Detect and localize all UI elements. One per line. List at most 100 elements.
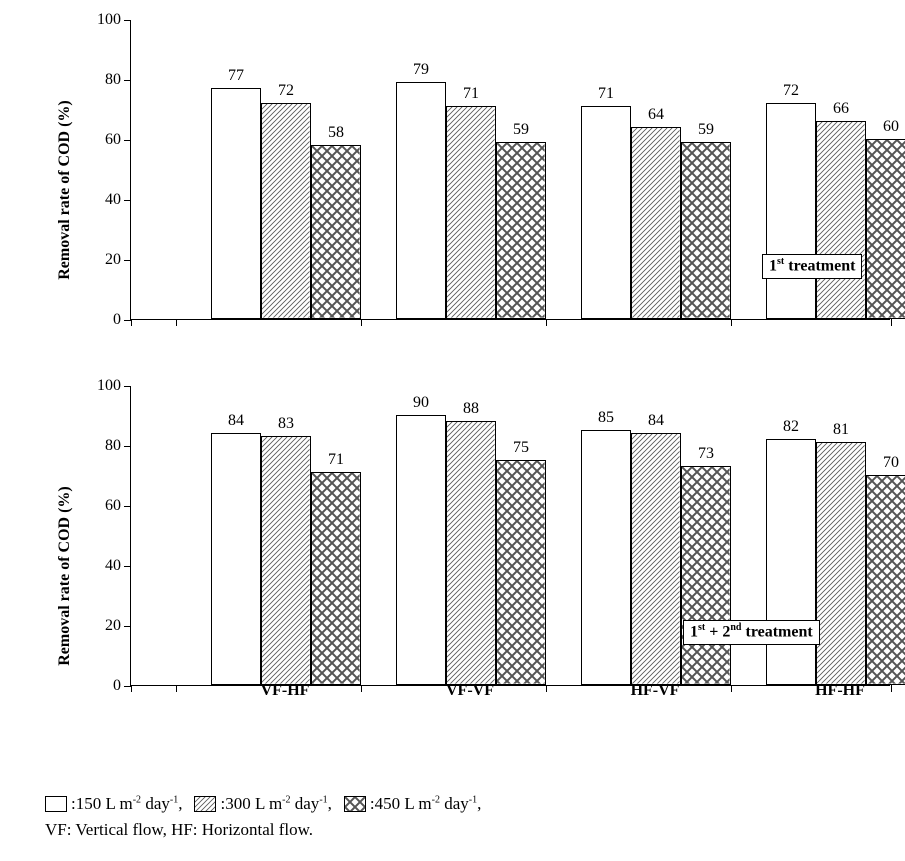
legend-label: 300 L m-2 day-1, [225, 794, 332, 814]
x-category-label: VF-HF [210, 682, 360, 700]
x-tick [131, 685, 132, 692]
y-tick [124, 80, 131, 81]
bar-value-label: 71 [311, 451, 361, 469]
bar-value-label: 71 [446, 85, 496, 103]
panels-container: Removal rate of COD (%)02040608010077725… [25, 10, 880, 776]
bar-value-label: 59 [496, 121, 546, 139]
bar-value-label: 71 [581, 85, 631, 103]
x-tick [176, 685, 177, 692]
bar-value-label: 75 [496, 439, 546, 457]
y-tick [124, 566, 131, 567]
bar [211, 433, 261, 685]
bar-value-label: 84 [631, 412, 681, 430]
treatment-annotation: 1st treatment [762, 254, 862, 279]
bar [396, 82, 446, 319]
bar [681, 466, 731, 685]
legend: : 150 L m-2 day-1, : 300 L m-2 day-1, : 45… [45, 794, 880, 840]
bar [261, 103, 311, 319]
bar-value-label: 79 [396, 61, 446, 79]
chart-panel: Removal rate of COD (%)02040608010084837… [65, 376, 905, 776]
x-tick [131, 319, 132, 326]
y-tick [124, 200, 131, 201]
bar [446, 421, 496, 685]
legend-swatch [45, 796, 67, 812]
bar [581, 106, 631, 319]
bar-value-label: 66 [816, 100, 866, 118]
figure-wrapper: Removal rate of COD (%)02040608010077725… [0, 0, 905, 856]
legend-footnote: VF: Vertical flow, HF: Horizontal flow. [45, 820, 313, 840]
y-tick-label: 60 [76, 497, 121, 515]
bar-value-label: 70 [866, 454, 905, 472]
bar [766, 439, 816, 685]
bar [816, 121, 866, 319]
bar [396, 415, 446, 685]
x-category-label: VF-VF [395, 682, 545, 700]
bar-value-label: 72 [766, 82, 816, 100]
bar-value-label: 83 [261, 415, 311, 433]
x-tick [731, 685, 732, 692]
y-tick [124, 260, 131, 261]
legend-row-series: : 150 L m-2 day-1, : 300 L m-2 day-1, : 45… [45, 794, 880, 814]
legend-item: : 450 L m-2 day-1, [344, 794, 481, 814]
y-tick-label: 80 [76, 71, 121, 89]
legend-item: : 300 L m-2 day-1, [194, 794, 331, 814]
y-tick-label: 0 [76, 677, 121, 695]
plot-region: 0204060801008483719088758584738281701st … [130, 386, 890, 686]
bar [681, 142, 731, 319]
bar [311, 145, 361, 319]
bar [631, 127, 681, 319]
bar [311, 472, 361, 685]
bar-value-label: 73 [681, 445, 731, 463]
bar-value-label: 60 [866, 118, 905, 136]
legend-label: 150 L m-2 day-1, [76, 794, 183, 814]
x-tick [546, 319, 547, 326]
legend-swatch [194, 796, 216, 812]
bar [816, 442, 866, 685]
x-tick [891, 319, 892, 326]
y-tick-label: 20 [76, 251, 121, 269]
bar-value-label: 77 [211, 67, 261, 85]
y-tick [124, 686, 131, 687]
x-tick [546, 685, 547, 692]
bar [766, 103, 816, 319]
bar-value-label: 58 [311, 124, 361, 142]
legend-label: 450 L m-2 day-1, [375, 794, 482, 814]
bar [261, 436, 311, 685]
y-tick [124, 140, 131, 141]
y-axis-title: Removal rate of COD (%) [56, 486, 74, 666]
x-tick [361, 319, 362, 326]
y-tick [124, 446, 131, 447]
bar-value-label: 72 [261, 82, 311, 100]
chart-panel: Removal rate of COD (%)02040608010077725… [65, 10, 905, 370]
bar [581, 430, 631, 685]
treatment-annotation: 1st + 2nd treatment [683, 620, 820, 645]
y-tick-label: 0 [76, 311, 121, 329]
legend-item: : 150 L m-2 day-1, [45, 794, 182, 814]
x-category-label: HF-VF [580, 682, 730, 700]
y-tick [124, 20, 131, 21]
plot-region: 0204060801007772587971597164597266601st … [130, 20, 890, 320]
bar-value-label: 88 [446, 400, 496, 418]
bar [211, 88, 261, 319]
bar-value-label: 81 [816, 421, 866, 439]
y-tick [124, 626, 131, 627]
legend-row-footnote: VF: Vertical flow, HF: Horizontal flow. [45, 820, 880, 840]
bar [496, 460, 546, 685]
y-tick-label: 40 [76, 557, 121, 575]
y-tick-label: 20 [76, 617, 121, 635]
x-tick [361, 685, 362, 692]
x-category-label: HF-HF [765, 682, 905, 700]
legend-swatch [344, 796, 366, 812]
y-tick-label: 100 [76, 11, 121, 29]
bar [866, 475, 905, 685]
x-tick [176, 319, 177, 326]
y-tick [124, 320, 131, 321]
x-tick [731, 319, 732, 326]
bar-value-label: 82 [766, 418, 816, 436]
y-axis-title: Removal rate of COD (%) [56, 100, 74, 280]
bar [866, 139, 905, 319]
y-tick-label: 40 [76, 191, 121, 209]
bar-value-label: 84 [211, 412, 261, 430]
bar-value-label: 85 [581, 409, 631, 427]
y-tick-label: 80 [76, 437, 121, 455]
